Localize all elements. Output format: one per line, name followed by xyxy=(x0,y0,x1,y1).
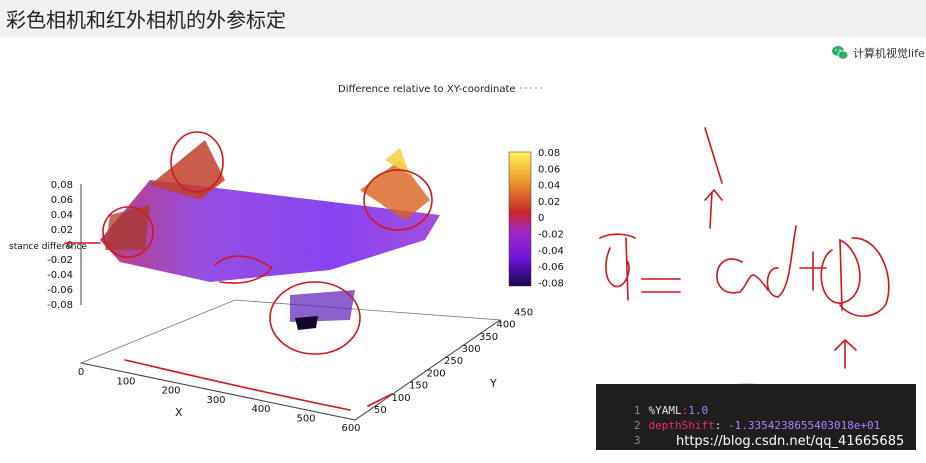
colorbar-tick-label: 0 xyxy=(538,213,544,224)
x-axis-label: X xyxy=(175,406,183,419)
watermark-url: https://blog.csdn.net/qq_41665685 xyxy=(676,434,905,449)
x-tick-label: 0 xyxy=(78,367,84,378)
x-tick-label: 100 xyxy=(116,376,135,387)
y-tick-label: 250 xyxy=(444,356,463,367)
page-title: 彩色相机和红外相机的外参标定 xyxy=(6,8,286,32)
code-line-3: 3 xyxy=(633,434,641,447)
colorbar-tick-label: 0.02 xyxy=(538,197,560,208)
colorbar-tick-label: 0.06 xyxy=(538,164,560,175)
code-line-2: 2 depthShift: -1.3354238655403018e+01 xyxy=(633,419,881,432)
z-tick-label: 0.04 xyxy=(51,210,73,221)
x-tick-label: 500 xyxy=(296,414,315,425)
z-tick-label: -0.08 xyxy=(47,300,73,311)
z-tick-label: 0.06 xyxy=(51,195,73,206)
z-axis-label: stance difference xyxy=(9,242,87,252)
wechat-icon xyxy=(832,46,849,60)
y-tick-label: 100 xyxy=(392,393,411,404)
colorbar-tick-label: 0.08 xyxy=(538,148,560,159)
colorbar-tick-label: 0.04 xyxy=(538,181,560,192)
z-tick-label: 0.02 xyxy=(51,225,73,236)
z-tick-label: 0.08 xyxy=(51,180,73,191)
title-bar: 彩色相机和红外相机的外参标定 xyxy=(0,0,926,37)
x-tick-label: 300 xyxy=(206,395,225,406)
y-tick-label: 200 xyxy=(427,368,446,379)
colorbar xyxy=(508,151,532,287)
y-axis xyxy=(354,319,501,421)
x-tick-label: 200 xyxy=(161,386,180,397)
x-tick-label: 400 xyxy=(251,404,270,415)
y-tick-label: 350 xyxy=(479,332,498,343)
x-ticks: 0 100 200 300 400 500 600 xyxy=(78,367,361,434)
z-tick-label: 0 xyxy=(67,240,73,251)
wechat-account: 计算机视觉life xyxy=(831,44,926,62)
colorbar-tick-label: -0.02 xyxy=(538,230,564,241)
x-tick-label: 600 xyxy=(341,423,360,434)
z-tick-label: -0.04 xyxy=(47,270,73,281)
z-tick-label: -0.02 xyxy=(47,255,73,266)
z-ticks: 0.08 0.06 0.04 0.02 0 -0.02 -0.04 -0.06 -0.08 xyxy=(47,180,73,311)
colorbar-tick-label: -0.04 xyxy=(538,246,564,257)
y-tick-label: 300 xyxy=(462,344,481,355)
z-tick-label: -0.06 xyxy=(47,285,73,296)
y-tick-label: 150 xyxy=(409,381,428,392)
y-tick-label: 50 xyxy=(374,405,387,416)
code-line-1: 1 %YAML:1.0 xyxy=(633,404,709,417)
surface-cloud xyxy=(100,140,440,330)
x-axis xyxy=(80,362,356,421)
y-tick-label: 400 xyxy=(497,320,516,331)
wechat-account-name: 计算机视觉life xyxy=(853,47,925,60)
colorbar-ticks: 0.08 0.06 0.04 0.02 0 -0.02 -0.04 -0.06 -0.08 xyxy=(538,148,564,289)
y-tick-label: 450 xyxy=(514,307,533,318)
colorbar-tick-label: -0.06 xyxy=(538,262,564,273)
plot-title: Difference relative to XY-coordinate xyxy=(338,84,516,95)
y-axis-label: Y xyxy=(489,377,497,390)
colorbar-tick-label: -0.08 xyxy=(538,278,564,289)
code-panel: 1 %YAML:1.0 2 depthShift: -1.3354238655403… xyxy=(596,384,916,450)
